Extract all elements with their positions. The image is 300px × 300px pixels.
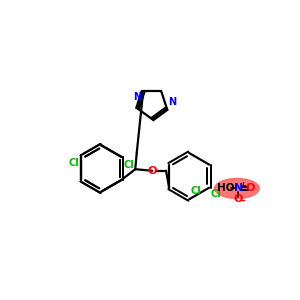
Text: N: N <box>168 97 176 107</box>
Ellipse shape <box>214 178 259 199</box>
Text: -: - <box>241 196 245 206</box>
Text: Cl: Cl <box>124 160 134 170</box>
Text: N: N <box>134 92 142 102</box>
Text: Cl: Cl <box>68 158 79 168</box>
Text: Cl: Cl <box>191 186 202 196</box>
Text: +: + <box>239 181 246 190</box>
Text: O: O <box>148 166 157 176</box>
Text: HO: HO <box>218 184 235 194</box>
Text: Cl: Cl <box>211 189 221 199</box>
Text: N: N <box>234 184 243 194</box>
Text: O: O <box>234 194 243 204</box>
Text: O: O <box>245 184 255 194</box>
